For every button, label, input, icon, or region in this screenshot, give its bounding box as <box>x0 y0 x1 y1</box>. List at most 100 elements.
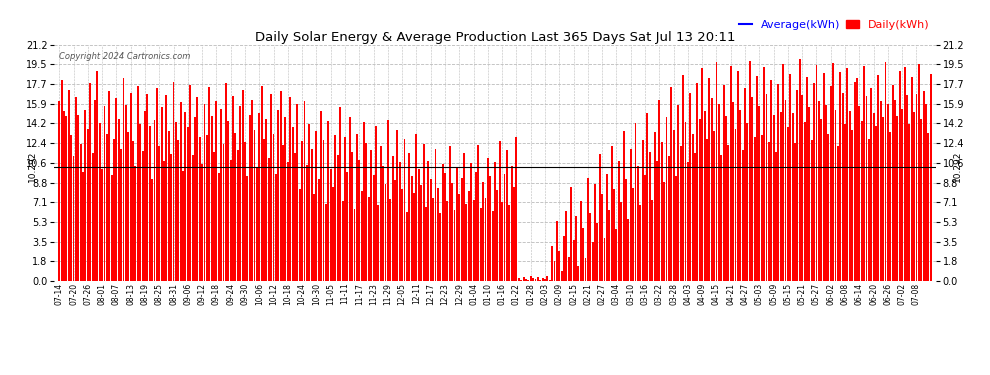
Bar <box>140 124 142 281</box>
Bar <box>248 115 250 281</box>
Bar <box>463 153 465 281</box>
Bar <box>906 95 908 281</box>
Bar <box>106 134 108 281</box>
Bar <box>432 198 434 281</box>
Bar <box>351 152 353 281</box>
Bar <box>323 140 325 281</box>
Bar <box>487 158 489 281</box>
Bar <box>618 161 620 281</box>
Bar <box>865 96 867 281</box>
Bar <box>356 134 357 281</box>
Bar <box>670 87 672 281</box>
Bar <box>84 110 86 281</box>
Bar <box>160 107 162 281</box>
Bar <box>851 130 853 281</box>
Bar <box>556 221 558 281</box>
Bar <box>592 242 594 281</box>
Bar <box>758 106 760 281</box>
Bar <box>72 156 74 281</box>
Bar <box>882 117 884 281</box>
Bar <box>701 68 703 281</box>
Bar <box>260 86 262 281</box>
Bar <box>853 82 855 281</box>
Bar <box>282 145 284 281</box>
Bar <box>835 110 837 281</box>
Bar <box>746 123 748 281</box>
Bar <box>196 98 198 281</box>
Bar <box>496 190 498 281</box>
Bar <box>445 173 446 281</box>
Bar <box>816 65 818 281</box>
Bar <box>330 169 332 281</box>
Bar <box>709 78 710 281</box>
Bar <box>844 124 846 281</box>
Bar <box>565 211 567 281</box>
Bar <box>172 82 174 281</box>
Bar <box>275 174 277 281</box>
Bar <box>797 90 798 281</box>
Bar <box>284 117 286 281</box>
Bar <box>784 100 786 281</box>
Bar <box>737 70 739 281</box>
Bar <box>877 75 879 281</box>
Bar <box>299 189 301 281</box>
Bar <box>542 278 544 281</box>
Bar <box>637 166 639 281</box>
Bar <box>930 74 932 281</box>
Bar <box>875 126 877 281</box>
Bar <box>101 169 103 281</box>
Bar <box>548 280 550 281</box>
Bar <box>899 70 901 281</box>
Bar <box>304 101 306 281</box>
Bar <box>201 164 203 281</box>
Bar <box>477 145 479 281</box>
Bar <box>142 151 144 281</box>
Bar <box>456 168 457 281</box>
Bar <box>460 178 462 281</box>
Bar <box>833 63 835 281</box>
Bar <box>780 112 782 281</box>
Bar <box>380 146 382 281</box>
Text: 10.292: 10.292 <box>953 151 962 182</box>
Bar <box>170 154 172 281</box>
Bar <box>60 80 62 281</box>
Bar <box>375 126 377 281</box>
Bar <box>830 86 832 281</box>
Bar <box>360 191 362 281</box>
Bar <box>846 68 848 281</box>
Bar <box>794 143 796 281</box>
Bar <box>389 199 391 281</box>
Bar <box>70 135 72 281</box>
Bar <box>365 143 367 281</box>
Bar <box>108 91 110 281</box>
Bar <box>151 179 153 281</box>
Bar <box>137 86 139 281</box>
Bar <box>401 189 403 281</box>
Bar <box>811 140 813 281</box>
Bar <box>430 179 432 281</box>
Bar <box>684 122 686 281</box>
Bar <box>416 134 418 281</box>
Bar <box>530 276 532 281</box>
Bar <box>672 130 674 281</box>
Bar <box>721 155 722 281</box>
Bar <box>411 177 413 281</box>
Bar <box>628 219 630 281</box>
Bar <box>621 202 622 281</box>
Bar <box>192 155 193 281</box>
Bar <box>240 106 242 281</box>
Bar <box>406 212 408 281</box>
Bar <box>325 204 327 281</box>
Bar <box>885 62 886 281</box>
Bar <box>344 138 346 281</box>
Bar <box>394 180 396 281</box>
Bar <box>651 200 653 281</box>
Bar <box>382 166 384 281</box>
Bar <box>513 186 515 281</box>
Bar <box>213 152 215 281</box>
Bar <box>494 162 496 281</box>
Bar <box>368 196 369 281</box>
Bar <box>353 209 355 281</box>
Bar <box>730 66 732 281</box>
Bar <box>387 120 389 281</box>
